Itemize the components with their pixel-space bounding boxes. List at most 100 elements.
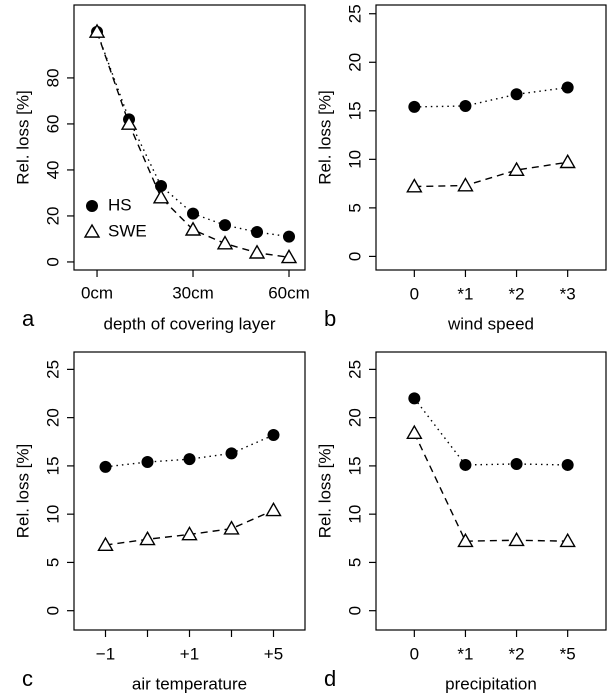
y-tick-label: 15 <box>43 456 62 475</box>
series-line <box>413 432 568 542</box>
swe-point <box>559 532 576 548</box>
swe-point <box>223 520 240 535</box>
y-tick-label: 20 <box>345 408 364 427</box>
swe-point <box>216 235 234 250</box>
hs-point <box>155 180 168 193</box>
x-axis-title: wind speed <box>447 314 534 333</box>
x-tick-label: +5 <box>264 644 283 663</box>
series-line <box>414 161 568 188</box>
swe-point <box>508 531 525 547</box>
x-tick-label: −1 <box>96 644 115 663</box>
swe-point <box>139 530 156 546</box>
y-axis-title: Rel. loss [%] <box>315 444 334 538</box>
x-tick-label: 0 <box>410 644 419 663</box>
hs-point <box>283 230 296 243</box>
hs-point <box>99 460 112 473</box>
hs-point <box>187 207 200 220</box>
series-line <box>413 397 568 466</box>
x-tick-label: *5 <box>560 644 576 663</box>
swe-point <box>265 501 282 517</box>
y-tick-label: 5 <box>345 203 364 212</box>
y-tick-label: 5 <box>345 558 364 567</box>
swe-point <box>508 161 525 176</box>
legend-label: HS <box>108 195 132 214</box>
legend-marker <box>86 200 98 212</box>
hs-point <box>183 453 196 466</box>
x-tick-label: *1 <box>457 284 473 303</box>
y-tick-label: 0 <box>345 252 364 261</box>
y-tick-label: 60 <box>43 114 62 133</box>
hs-point <box>459 458 472 471</box>
hs-point <box>459 99 472 112</box>
x-tick-label: *2 <box>509 284 525 303</box>
swe-point <box>457 532 474 548</box>
swe-point <box>457 177 474 192</box>
hs-point <box>510 457 523 470</box>
hs-point <box>267 429 280 442</box>
panel: 0 20 40 60 80 0cm 30cm 60cm Rel. loss [%] depth o… <box>13 4 310 333</box>
x-tick-label: *3 <box>560 284 576 303</box>
swe-point <box>120 115 138 130</box>
y-tick-label: 25 <box>43 360 62 379</box>
plot-box <box>73 4 306 271</box>
y-axis-title: Rel. loss [%] <box>315 90 334 184</box>
x-axis-title: depth of covering layer <box>104 314 276 333</box>
series-line <box>414 86 568 108</box>
y-tick-label: 0 <box>43 606 62 615</box>
y-tick-label: 15 <box>345 456 364 475</box>
swe-point <box>88 23 106 38</box>
plot-box <box>375 351 607 631</box>
panel: 0 5 10 15 20 25 −1 +1 +5 Rel. loss [%] air tempera… <box>13 351 306 693</box>
y-tick-label: 25 <box>345 360 364 379</box>
y-tick-label: 10 <box>345 150 364 169</box>
x-tick-label: *2 <box>509 644 525 663</box>
y-tick-label: 15 <box>345 101 364 120</box>
y-tick-label: 5 <box>43 558 62 567</box>
y-tick-label: 20 <box>43 408 62 427</box>
y-tick-label: 10 <box>43 505 62 524</box>
swe-point <box>280 248 298 264</box>
y-axis-title: Rel. loss [%] <box>13 444 32 538</box>
y-tick-label: 20 <box>345 53 364 72</box>
swe-point <box>184 221 202 236</box>
hs-point <box>251 226 264 239</box>
swe-point <box>406 424 423 440</box>
swe-point <box>248 244 266 259</box>
y-tick-label: 40 <box>43 160 62 179</box>
y-axis-title: Rel. loss [%] <box>13 90 32 184</box>
series-line <box>105 434 274 468</box>
panel-label: d <box>324 666 336 691</box>
y-tick-label: 25 <box>345 4 364 23</box>
y-tick-label: 10 <box>345 505 364 524</box>
panel-label: c <box>22 666 33 691</box>
hs-point <box>561 81 574 94</box>
swe-point <box>181 526 198 541</box>
x-tick-label: 0 <box>410 284 419 303</box>
x-tick-label: *1 <box>457 644 473 663</box>
panel: 0 5 10 15 20 25 0 *1 *2 *3 Rel. loss [%] wind speed… <box>315 4 607 333</box>
x-tick-label: 0cm <box>81 283 113 302</box>
x-tick-label: 30cm <box>172 283 214 302</box>
hs-point <box>141 456 154 469</box>
hs-point <box>219 219 232 232</box>
y-tick-label: 0 <box>345 606 364 615</box>
y-tick-label: 0 <box>43 257 62 266</box>
swe-point <box>97 536 114 552</box>
x-axis-title: precipitation <box>445 674 537 693</box>
y-tick-label: 80 <box>43 68 62 87</box>
y-tick-label: 20 <box>43 206 62 225</box>
hs-point <box>225 447 238 460</box>
swe-point <box>559 153 576 169</box>
legend-marker <box>83 223 101 238</box>
legend-label: SWE <box>108 221 147 240</box>
hs-point <box>561 458 574 471</box>
plot-box <box>375 4 607 271</box>
plot-box <box>73 351 306 631</box>
x-axis-title: air temperature <box>132 674 247 693</box>
hs-point <box>408 100 421 113</box>
panel-label: b <box>324 306 336 331</box>
swe-point <box>152 189 170 204</box>
panel-label: a <box>22 306 35 331</box>
x-tick-label: +1 <box>180 644 199 663</box>
